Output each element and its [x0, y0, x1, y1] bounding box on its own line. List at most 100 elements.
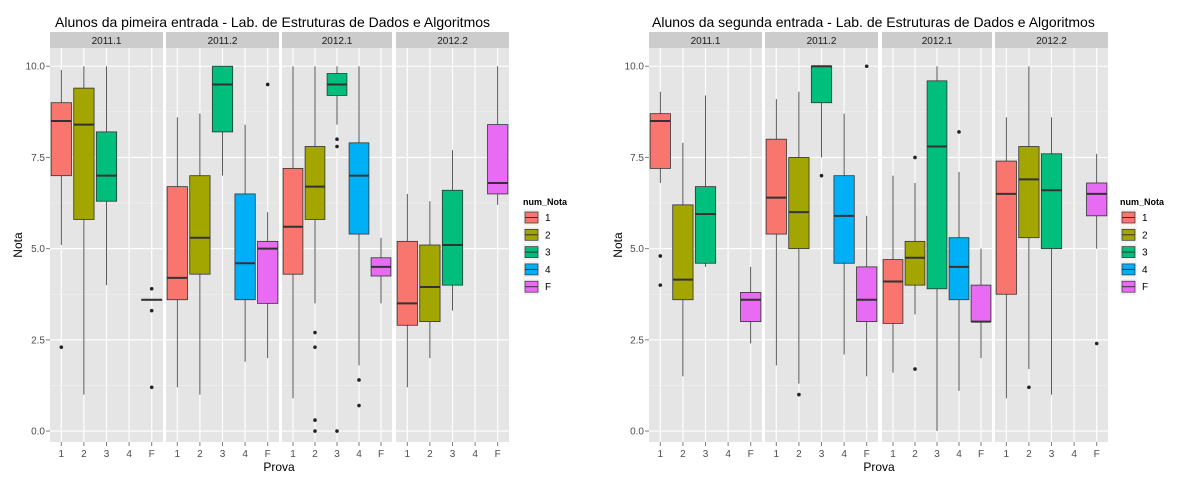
x-tick-label: F — [978, 449, 984, 460]
y-tick-label: 7.5 — [630, 153, 644, 164]
box-body — [926, 80, 948, 290]
x-tick-label: 2 — [796, 449, 802, 460]
box-body — [304, 146, 326, 220]
box-outlier — [797, 392, 801, 397]
box-body — [948, 237, 970, 301]
facet-strip-label: 2012.2 — [1036, 36, 1067, 47]
x-tick-label: 3 — [703, 449, 709, 460]
y-tick-label: 10.0 — [625, 62, 645, 73]
x-tick-label: F — [149, 449, 155, 460]
box-outlier — [658, 283, 663, 287]
x-tick-label: 4 — [356, 449, 362, 460]
facet-strip — [166, 32, 279, 48]
y-axis-label: Nota — [611, 232, 625, 258]
x-tick-label: 3 — [934, 449, 940, 460]
x-tick-label: 4 — [841, 449, 847, 460]
facet-strip — [50, 32, 163, 48]
box-outlier — [265, 82, 270, 87]
box-outlier — [149, 385, 154, 390]
box-outlier — [819, 173, 824, 178]
box-outlier — [59, 345, 64, 349]
box-outlier — [149, 286, 154, 291]
x-tick-label: F — [1094, 449, 1100, 460]
box-body — [672, 204, 694, 301]
x-tick-label: 1 — [405, 449, 411, 460]
x-axis-label: Prova — [263, 460, 295, 474]
x-tick-label: 3 — [220, 449, 226, 460]
facet-strip — [765, 32, 878, 48]
box-body — [73, 87, 95, 220]
x-tick-label: 1 — [774, 449, 780, 460]
box-outlier — [957, 130, 961, 134]
legend-label: 3 — [545, 248, 551, 259]
x-axis-label: Prova — [863, 460, 895, 474]
box-body — [810, 65, 833, 104]
x-tick-label: 4 — [472, 449, 478, 460]
x-tick-label: 1 — [890, 449, 896, 460]
x-tick-label: 1 — [175, 449, 181, 460]
x-tick-label: 2 — [1026, 449, 1032, 460]
box-body — [788, 157, 810, 250]
box-body — [740, 292, 762, 323]
box-outlier — [149, 308, 154, 313]
facet-strip — [396, 32, 509, 48]
x-tick-label: 2 — [912, 449, 918, 460]
x-tick-label: 2 — [680, 449, 686, 460]
x-tick-label: 1 — [658, 449, 664, 460]
facet-strip-label: 2012.1 — [922, 36, 953, 47]
box-body — [95, 131, 118, 202]
legend-label: F — [1142, 282, 1148, 293]
x-tick-label: 4 — [725, 449, 731, 460]
y-tick-label: 0.0 — [31, 427, 45, 438]
y-tick-label: 2.5 — [31, 335, 45, 346]
facet-strip-label: 2012.1 — [322, 36, 353, 47]
box-body — [419, 244, 441, 323]
box-body — [765, 138, 787, 235]
box-outlier — [313, 345, 317, 349]
box-body — [1040, 153, 1063, 250]
box-body — [882, 259, 904, 324]
legend-label: F — [545, 282, 551, 293]
box-body — [694, 186, 717, 264]
facet-strip — [995, 32, 1108, 48]
legend-label: 1 — [545, 213, 551, 224]
box-outlier — [864, 64, 869, 69]
box-outlier — [1094, 341, 1099, 346]
x-tick-label: 3 — [104, 449, 110, 460]
legend-label: 2 — [1142, 230, 1148, 241]
box-outlier — [335, 144, 339, 149]
x-tick-label: F — [378, 449, 384, 460]
box-body — [1018, 146, 1040, 239]
box-body — [282, 167, 304, 275]
y-tick-label: 5.0 — [31, 244, 45, 255]
box-outlier — [1027, 385, 1031, 390]
box-body — [234, 193, 256, 301]
legend-label: 2 — [545, 230, 551, 241]
box-body — [904, 240, 926, 286]
box-body — [487, 124, 509, 195]
facet-strip — [649, 32, 762, 48]
box-outlier — [335, 137, 339, 142]
y-tick-label: 2.5 — [630, 335, 644, 346]
box-body — [441, 189, 464, 286]
x-tick-label: 1 — [59, 449, 65, 460]
x-tick-label: 3 — [334, 449, 340, 460]
facet-strip-label: 2011.1 — [691, 36, 721, 47]
x-tick-label: 2 — [427, 449, 433, 460]
x-tick-label: 4 — [126, 449, 132, 460]
x-tick-label: F — [495, 449, 501, 460]
legend-title: num_Nota — [1120, 197, 1165, 207]
box-outlier — [313, 418, 317, 422]
x-tick-label: F — [748, 449, 754, 460]
box-body — [396, 240, 418, 326]
facet-strip — [282, 32, 392, 48]
box-outlier — [913, 367, 917, 371]
x-tick-label: 1 — [1004, 449, 1010, 460]
x-tick-label: 2 — [81, 449, 87, 460]
facet-strip-label: 2011.1 — [92, 36, 122, 47]
x-tick-label: 1 — [290, 449, 296, 460]
y-axis-label: Nota — [11, 232, 25, 258]
facet-strip-label: 2011.2 — [807, 36, 837, 47]
x-tick-label: 3 — [1049, 449, 1055, 460]
